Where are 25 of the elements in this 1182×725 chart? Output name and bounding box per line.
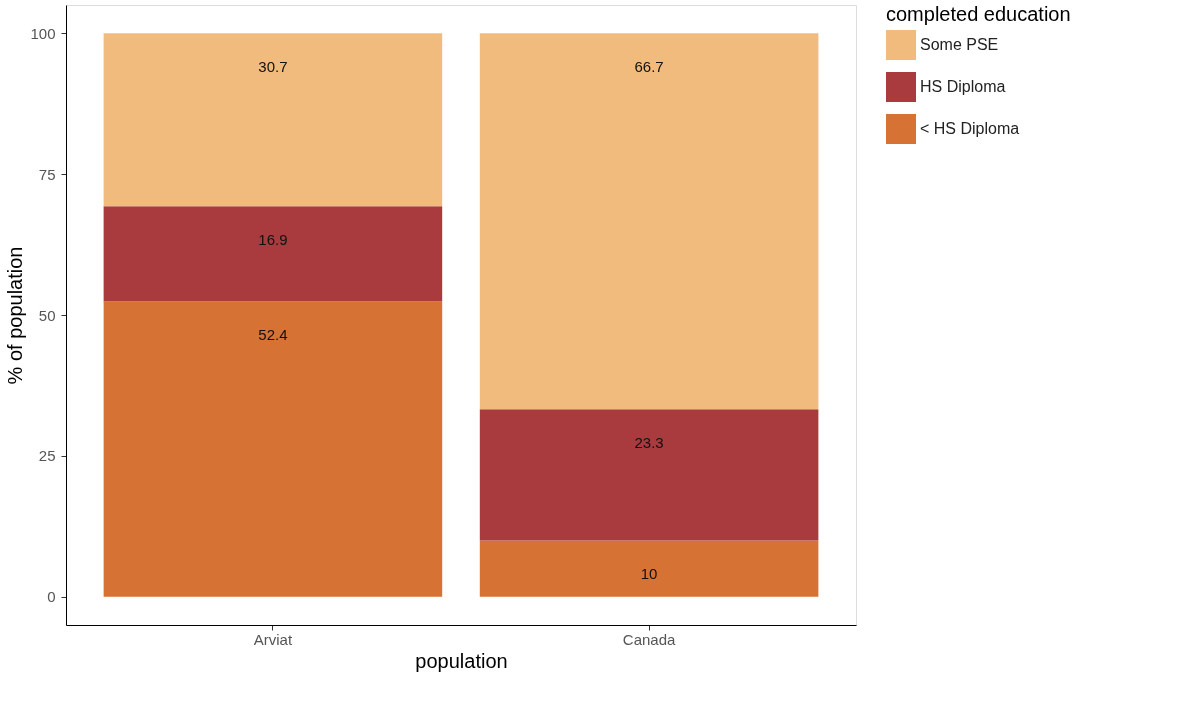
data-label: 16.9: [258, 231, 288, 249]
y-tick-label: 75: [38, 165, 56, 183]
legend-label: Some PSE: [920, 36, 999, 53]
y-tick-label: 0: [47, 588, 56, 606]
y-tick-label: 50: [38, 306, 56, 324]
y-tick-label: 100: [30, 24, 56, 42]
x-tick-label: Canada: [622, 630, 677, 648]
bar: [103, 206, 443, 302]
x-tick-label: Arviat: [253, 630, 293, 648]
bar: [103, 33, 443, 207]
data-label: 23.3: [634, 434, 664, 452]
data-label: 52.4: [258, 326, 288, 344]
bar: [479, 33, 819, 410]
data-label: 66.7: [634, 58, 664, 76]
legend-label: HS Diploma: [920, 78, 1006, 95]
data-label: 10: [640, 565, 658, 583]
data-label: 30.7: [258, 58, 288, 76]
bar: [103, 301, 443, 597]
y-tick-label: 25: [38, 447, 56, 465]
bar: [479, 409, 819, 541]
x-axis-title: population: [415, 649, 508, 672]
legend-title: completed education: [886, 3, 1071, 25]
legend-label: < HS Diploma: [920, 120, 1020, 137]
bar: [479, 540, 819, 597]
y-axis-title: % of population: [4, 246, 27, 385]
